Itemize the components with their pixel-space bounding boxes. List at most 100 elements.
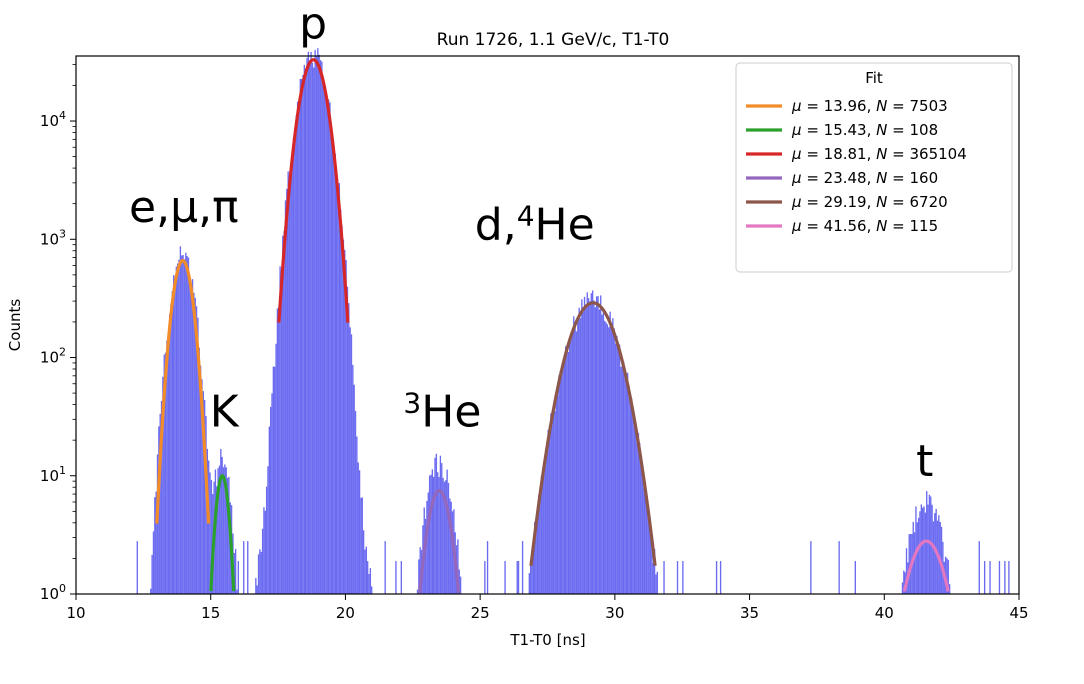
- histogram-bin: [234, 548, 237, 594]
- histogram-bin: [624, 372, 626, 594]
- histogram-bin: [978, 541, 980, 594]
- histogram-bin: [920, 504, 923, 594]
- histogram-bin: [216, 486, 218, 594]
- histogram-bin: [428, 475, 431, 594]
- histogram-bin: [310, 52, 312, 595]
- histogram-bin: [189, 281, 191, 594]
- histogram-bin: [336, 172, 338, 594]
- histogram-bin: [342, 239, 345, 594]
- histogram-bin: [152, 531, 155, 594]
- histogram-bin: [317, 48, 319, 595]
- histogram-bin: [517, 561, 520, 594]
- fit-curve-3: [277, 58, 350, 323]
- legend-label-2: μ = 15.43, N = 108: [791, 121, 938, 139]
- histogram-bin: [349, 327, 351, 594]
- x-axis: 10 15 20 25 30 35 40 45: [66, 594, 1029, 622]
- histogram-bin: [604, 320, 606, 594]
- histogram-layer: [136, 48, 1010, 595]
- histogram-bin: [416, 589, 419, 594]
- histogram-bin: [998, 561, 1001, 594]
- histogram-bin: [271, 393, 273, 594]
- histogram-bin: [205, 416, 207, 594]
- histogram-bin: [329, 102, 331, 594]
- histogram-bin: [226, 477, 229, 594]
- histogram-bin: [323, 86, 326, 594]
- histogram-bin: [1008, 561, 1010, 594]
- histogram-bin: [558, 375, 560, 594]
- histogram-bin: [437, 472, 439, 594]
- histogram-bin: [154, 497, 156, 594]
- histogram-bin: [550, 413, 552, 594]
- histogram-bin: [641, 464, 644, 594]
- histogram-bin: [655, 574, 657, 594]
- particle-label: t: [916, 436, 933, 487]
- histogram-bin: [560, 374, 563, 594]
- histogram-bin: [585, 307, 587, 594]
- x-axis-label: T1-T0 [ns]: [509, 631, 585, 649]
- histogram-bin: [451, 511, 454, 594]
- particle-label: p: [299, 0, 327, 49]
- histogram-bin: [432, 476, 435, 594]
- histogram-bin: [605, 322, 607, 594]
- histogram-bin: [431, 469, 433, 594]
- histogram-bin: [290, 166, 292, 594]
- histogram-bin: [354, 410, 357, 594]
- histogram-bin: [276, 308, 279, 594]
- histogram-bin: [594, 307, 596, 594]
- histogram-bin: [264, 510, 266, 594]
- histogram-bin: [600, 295, 602, 594]
- histogram-bin: [280, 270, 283, 594]
- histogram-bin: [318, 54, 320, 594]
- histogram-bin: [484, 561, 486, 594]
- histogram-bin: [610, 326, 613, 594]
- histogram-bin: [577, 318, 579, 594]
- histogram-bin: [362, 530, 365, 594]
- histogram-bin: [299, 78, 301, 594]
- histogram-bin: [222, 467, 225, 594]
- x-tick-label: 30: [605, 604, 624, 622]
- histogram-bin: [282, 235, 284, 594]
- histogram-bin: [551, 411, 553, 594]
- histogram-bin: [314, 49, 316, 594]
- legend-label-4: μ = 23.48, N = 160: [791, 169, 938, 187]
- histogram-bin: [947, 559, 949, 594]
- histogram-bin: [259, 549, 261, 594]
- histogram-bin: [946, 558, 948, 594]
- histogram-bin: [257, 554, 260, 594]
- histogram-bin: [330, 132, 332, 595]
- histogram-bin: [311, 62, 314, 595]
- x-tick-label: 25: [471, 604, 490, 622]
- histogram-bin: [302, 74, 304, 595]
- histogram-bin: [294, 131, 296, 595]
- histogram-bin: [648, 514, 650, 594]
- histogram-bin: [185, 252, 187, 594]
- fit-curve-6: [902, 539, 950, 592]
- histogram-bin: [286, 188, 288, 594]
- histogram-bin: [656, 571, 658, 594]
- histogram-bin: [719, 561, 722, 594]
- histogram-bin: [639, 443, 641, 594]
- histogram-bin: [371, 586, 373, 594]
- histogram-bin: [983, 561, 986, 594]
- histogram-bin: [616, 335, 618, 594]
- histogram-bin: [715, 561, 718, 594]
- histogram-bin: [344, 249, 346, 594]
- histogram-bin: [170, 303, 172, 594]
- x-tick-label: 15: [201, 604, 220, 622]
- histogram-bin: [552, 412, 555, 594]
- histogram-bin: [218, 465, 221, 594]
- histogram-bin: [358, 470, 361, 594]
- histogram-bin: [350, 334, 353, 594]
- histogram-bin: [633, 426, 636, 594]
- histogram-bin: [596, 296, 598, 594]
- histogram-bin: [263, 507, 265, 594]
- histogram-bin: [272, 366, 275, 594]
- histogram-bin: [923, 506, 925, 594]
- histogram-bin: [521, 541, 524, 594]
- y-axis: 100 101 102 103 104: [40, 64, 76, 603]
- histogram-bin: [360, 497, 362, 594]
- histogram-bin: [438, 477, 440, 594]
- histogram-bin: [309, 63, 311, 595]
- histogram-bin: [602, 312, 605, 594]
